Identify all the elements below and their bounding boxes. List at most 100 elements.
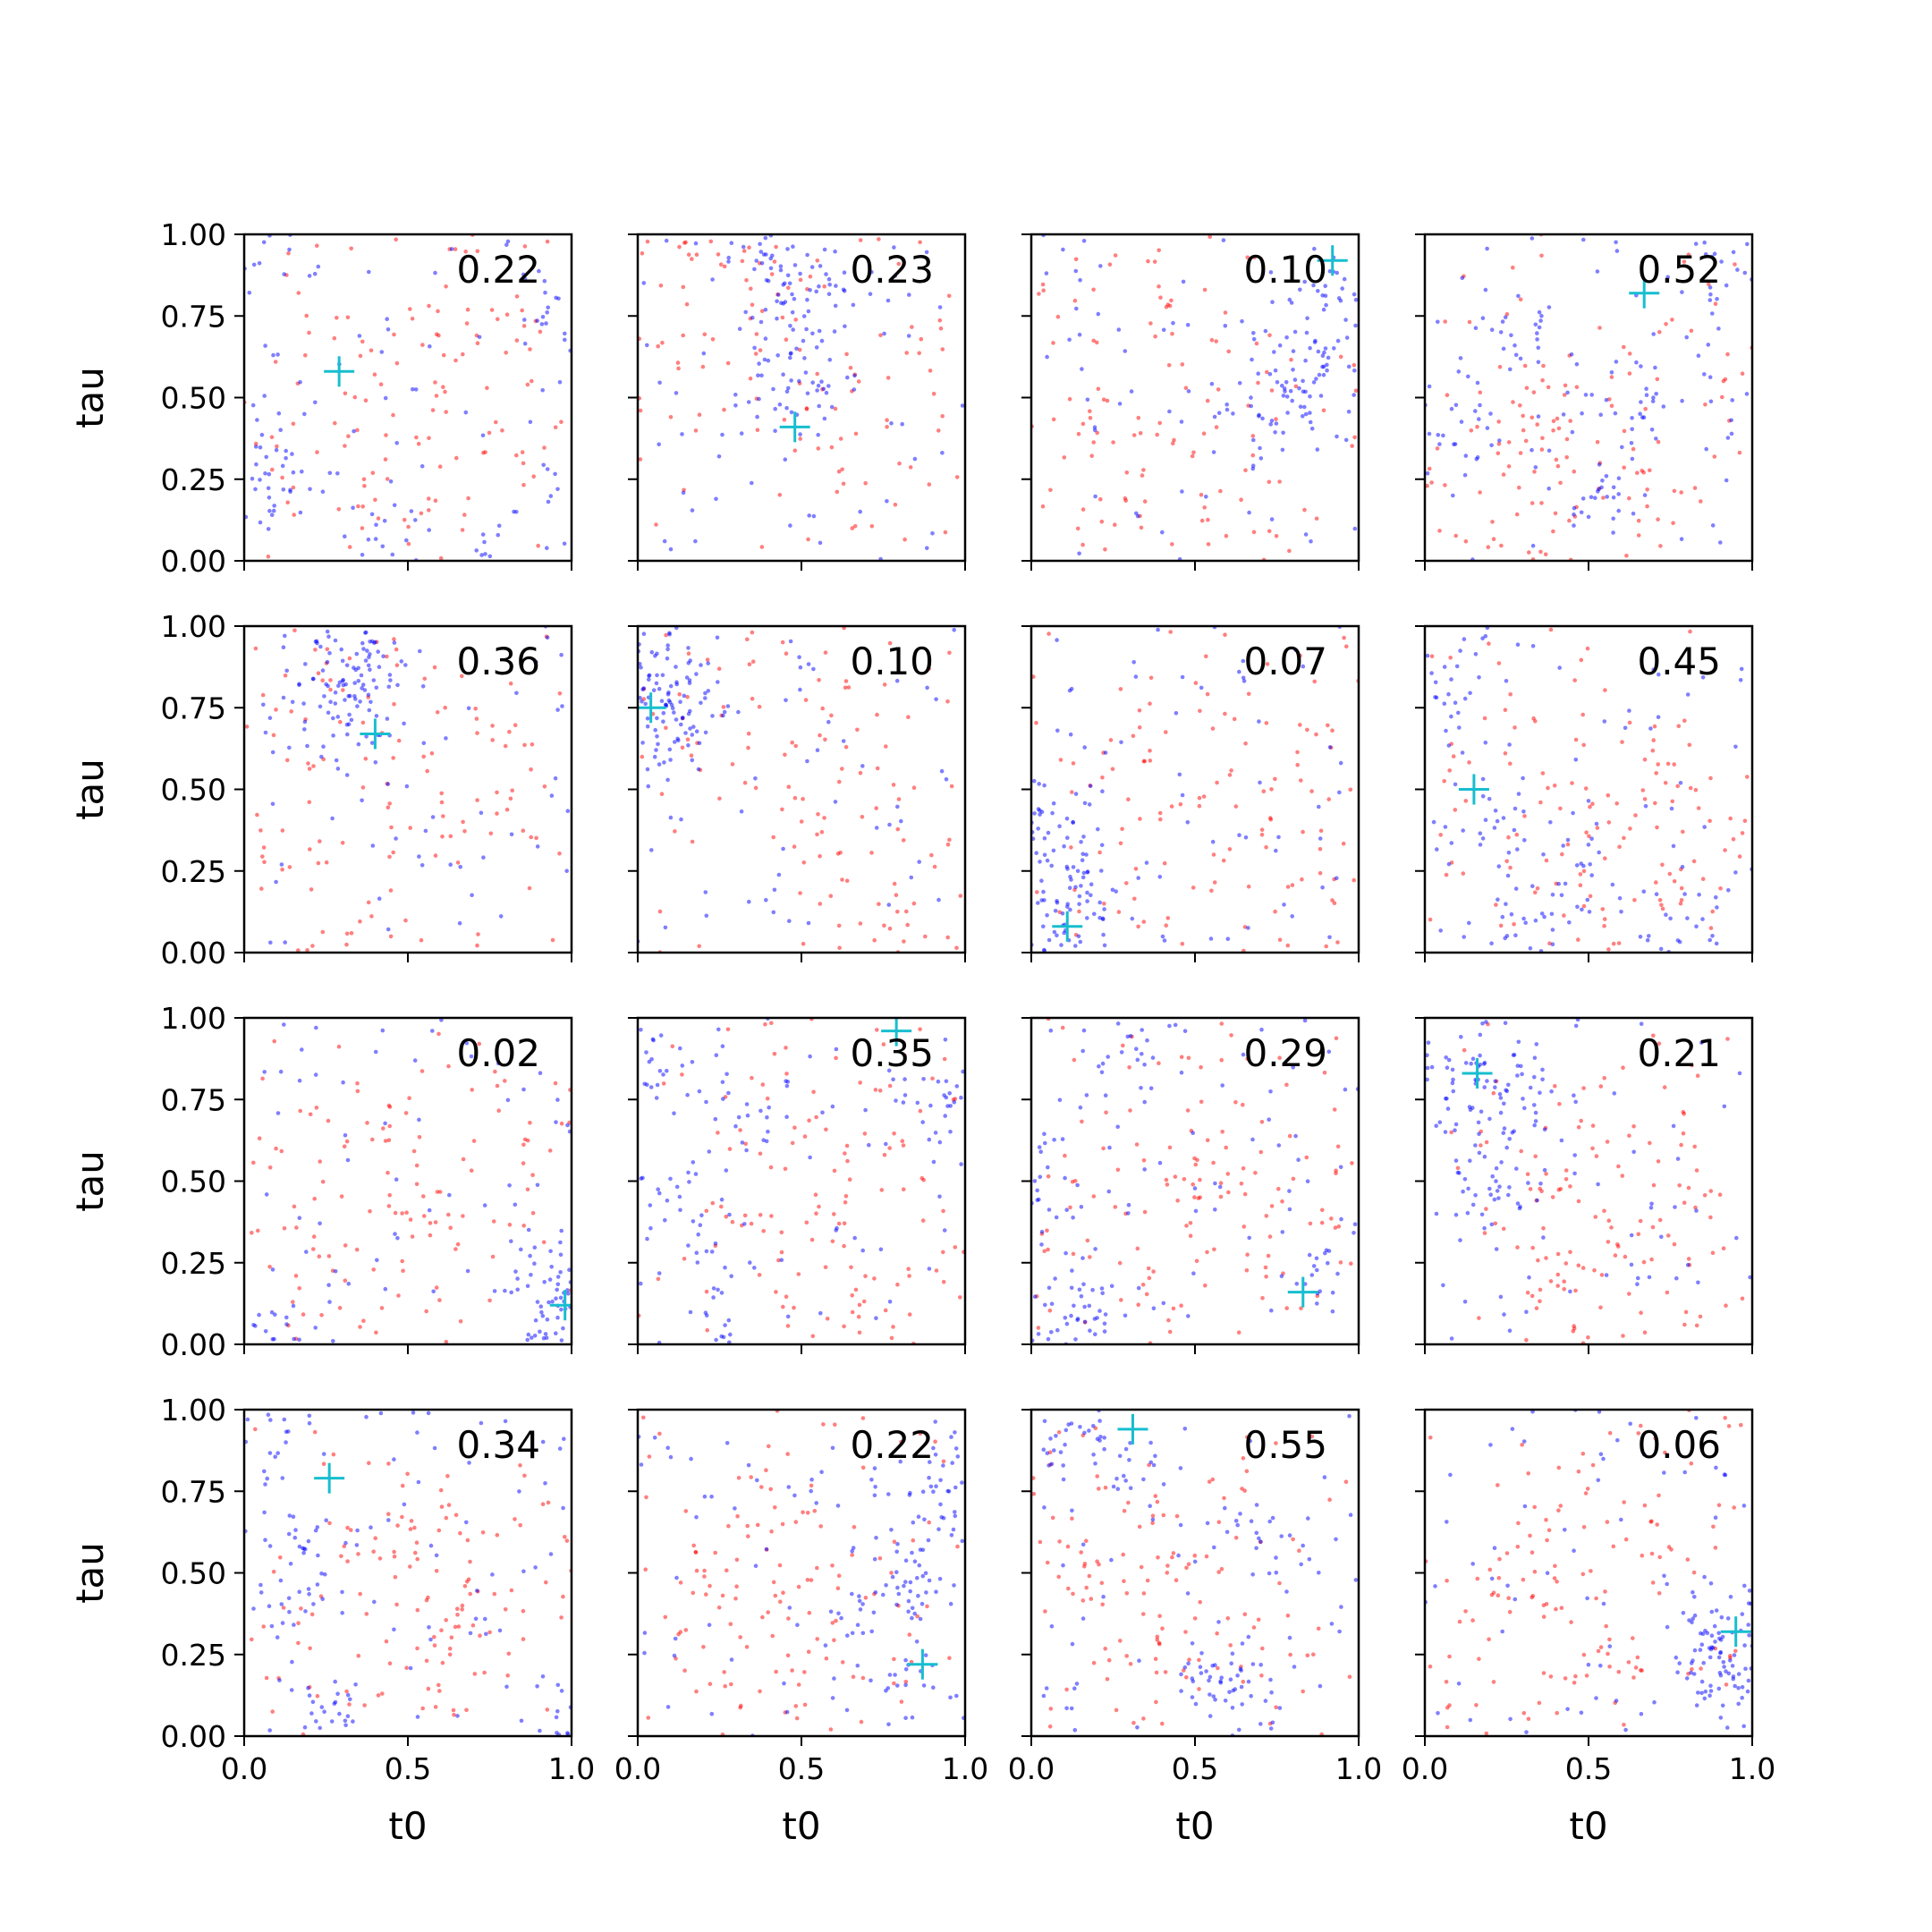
red-point bbox=[1530, 501, 1535, 505]
red-point bbox=[356, 504, 360, 509]
red-point bbox=[1528, 1533, 1532, 1538]
blue-point bbox=[1488, 1192, 1493, 1197]
blue-point bbox=[388, 678, 393, 682]
blue-point bbox=[326, 634, 331, 639]
blue-point bbox=[1071, 865, 1076, 869]
blue-point bbox=[1654, 392, 1658, 396]
red-point bbox=[1686, 1185, 1691, 1191]
blue-point bbox=[1150, 1055, 1156, 1060]
red-point bbox=[772, 1051, 777, 1056]
blue-point bbox=[1462, 472, 1468, 478]
blue-point bbox=[714, 1053, 719, 1057]
red-point bbox=[1521, 428, 1526, 433]
blue-point bbox=[767, 1105, 771, 1110]
red-point bbox=[1148, 701, 1152, 706]
red-point bbox=[941, 1250, 945, 1255]
blue-point bbox=[1702, 240, 1707, 245]
red-point bbox=[877, 237, 881, 242]
red-point bbox=[386, 805, 391, 810]
blue-point bbox=[953, 1513, 958, 1519]
blue-point bbox=[788, 639, 793, 644]
blue-point bbox=[1462, 935, 1466, 939]
red-point bbox=[640, 754, 645, 759]
blue-point bbox=[1338, 1165, 1343, 1170]
blue-point bbox=[1485, 1079, 1489, 1083]
blue-point bbox=[1539, 313, 1544, 318]
blue-point bbox=[1051, 801, 1056, 806]
red-point bbox=[553, 1080, 558, 1086]
red-point bbox=[1681, 829, 1685, 835]
blue-point bbox=[483, 1616, 487, 1622]
red-point bbox=[1573, 1674, 1578, 1679]
blue-point bbox=[1348, 1513, 1353, 1517]
red-point bbox=[897, 461, 902, 466]
blue-point bbox=[333, 691, 338, 695]
blue-point bbox=[1662, 1573, 1666, 1579]
blue-point bbox=[1117, 1453, 1123, 1459]
blue-point bbox=[263, 730, 268, 735]
blue-point bbox=[1088, 1328, 1092, 1333]
blue-point bbox=[786, 386, 791, 391]
blue-point bbox=[923, 1653, 928, 1657]
red-point bbox=[1172, 437, 1176, 443]
red-point bbox=[285, 500, 291, 505]
red-point bbox=[490, 1254, 496, 1259]
red-point bbox=[1530, 1594, 1536, 1598]
blue-point bbox=[1565, 390, 1570, 395]
blue-point bbox=[1453, 442, 1458, 446]
red-point bbox=[1245, 255, 1250, 260]
red-point bbox=[1091, 338, 1096, 343]
annotation-label: 0.34 bbox=[456, 1423, 540, 1467]
blue-point bbox=[1128, 1486, 1133, 1490]
red-point bbox=[1581, 903, 1587, 909]
red-point bbox=[809, 1483, 814, 1488]
red-point bbox=[1140, 473, 1145, 478]
red-point bbox=[1164, 730, 1168, 734]
red-point bbox=[392, 1555, 397, 1559]
red-point bbox=[1655, 1522, 1659, 1527]
red-point bbox=[828, 894, 834, 898]
red-point bbox=[1260, 1296, 1265, 1301]
blue-point bbox=[1099, 843, 1105, 848]
blue-point bbox=[1729, 431, 1734, 436]
blue-point bbox=[448, 862, 453, 867]
red-point bbox=[750, 696, 755, 701]
blue-point bbox=[1611, 485, 1616, 490]
red-point bbox=[702, 1574, 707, 1579]
red-point bbox=[1254, 341, 1259, 346]
red-point bbox=[1708, 1189, 1714, 1193]
blue-point bbox=[766, 358, 771, 363]
blue-point bbox=[1453, 700, 1458, 705]
red-point bbox=[490, 738, 495, 742]
blue-point bbox=[1521, 775, 1525, 781]
red-point bbox=[815, 1565, 819, 1571]
red-point bbox=[1326, 797, 1331, 801]
red-point bbox=[1045, 1560, 1050, 1565]
red-point bbox=[1520, 1443, 1524, 1447]
blue-point bbox=[1673, 1205, 1677, 1209]
red-point bbox=[1639, 1423, 1643, 1428]
blue-point bbox=[274, 447, 279, 453]
red-point bbox=[1191, 886, 1196, 890]
blue-point bbox=[1080, 1048, 1085, 1054]
blue-point bbox=[1315, 1267, 1319, 1273]
red-point bbox=[380, 1691, 385, 1696]
blue-point bbox=[1299, 1562, 1303, 1567]
blue-point bbox=[690, 733, 695, 737]
blue-point bbox=[1561, 843, 1565, 848]
red-point bbox=[1336, 1224, 1342, 1229]
red-point bbox=[1341, 841, 1346, 846]
blue-point bbox=[343, 698, 347, 702]
blue-point bbox=[1461, 1189, 1465, 1194]
blue-point bbox=[292, 1336, 296, 1342]
red-point bbox=[430, 408, 436, 412]
blue-point bbox=[1444, 1096, 1448, 1101]
blue-point bbox=[1077, 1287, 1082, 1292]
red-point bbox=[1699, 1666, 1703, 1671]
blue-point bbox=[1034, 851, 1038, 855]
blue-point bbox=[733, 403, 738, 408]
blue-point bbox=[649, 1056, 654, 1062]
blue-point bbox=[1598, 1452, 1604, 1457]
blue-point bbox=[1272, 350, 1276, 354]
blue-point bbox=[267, 1604, 272, 1608]
